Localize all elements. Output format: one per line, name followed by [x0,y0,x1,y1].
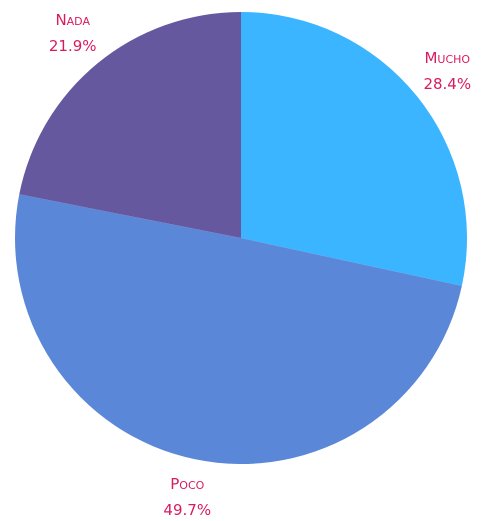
pie-slice [19,12,241,238]
slice-category-label: Mucho [424,49,470,67]
slice-value-label: 21.9% [49,37,97,55]
pie-slice [241,12,468,286]
pie-slice [14,194,462,465]
slice-value-label: 49.7% [163,501,211,519]
slice-category-label: Poco [170,475,204,493]
slice-value-label: 28.4% [423,75,471,93]
slice-category-label: Nada [55,11,90,29]
